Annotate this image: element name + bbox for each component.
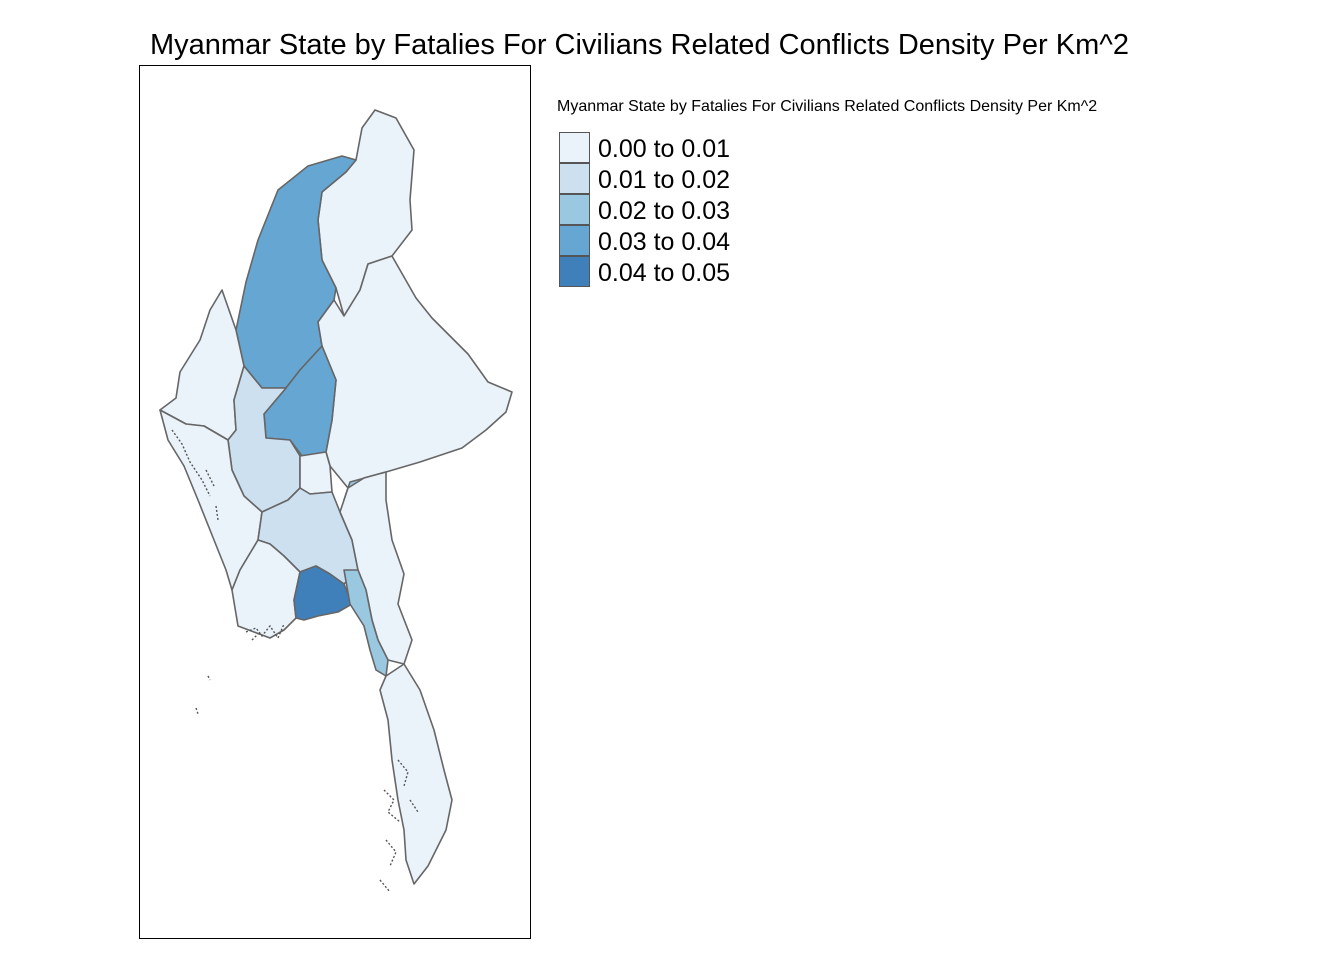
legend-swatch (559, 225, 590, 256)
legend-swatch (559, 132, 590, 163)
legend-label: 0.02 to 0.03 (598, 197, 731, 225)
map-frame (139, 65, 531, 939)
region-ayeyarwady (231, 539, 301, 639)
region-mon (343, 569, 389, 677)
legend-title: Myanmar State by Fatalies For Civilians … (557, 98, 1098, 115)
legend-swatch (559, 194, 590, 225)
legend-label: 0.03 to 0.04 (598, 228, 731, 256)
legend-label: 0.00 to 0.01 (598, 135, 731, 163)
legend-swatch (559, 256, 590, 287)
map-title: Myanmar State by Fatalies For Civilians … (150, 29, 1130, 61)
legend-label: 0.04 to 0.05 (598, 259, 731, 287)
legend-label: 0.01 to 0.02 (598, 166, 731, 194)
legend-swatch (559, 163, 590, 194)
islands-coco (195, 675, 211, 715)
region-naypyitaw (299, 451, 333, 495)
region-yangon (293, 565, 353, 621)
islands-mergui-archipelago (379, 759, 419, 893)
map-canvas (159, 109, 513, 893)
islands-ayeyarwady-delta (245, 623, 285, 641)
islands-rakhine-coast (171, 429, 219, 521)
region-tanintharyi (379, 663, 453, 885)
